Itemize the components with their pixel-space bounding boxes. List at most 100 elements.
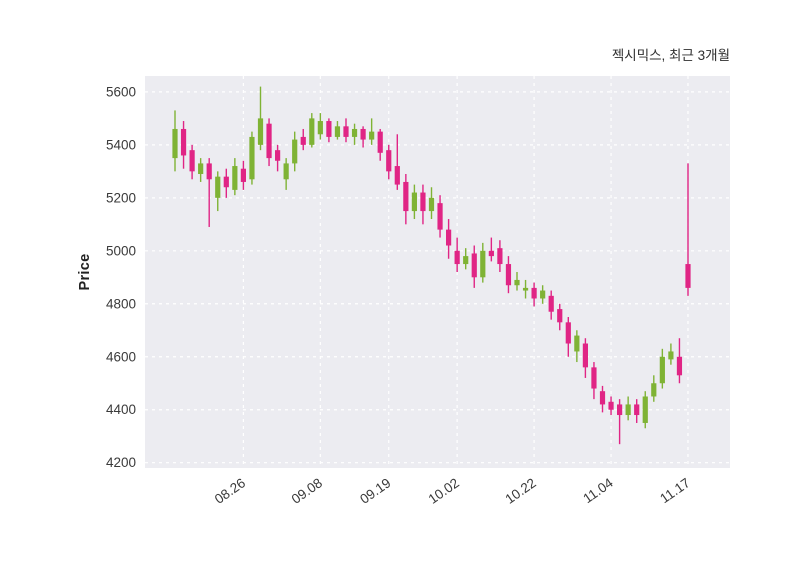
candle-body <box>428 197 435 212</box>
candle-body <box>189 150 195 172</box>
candle <box>488 237 494 262</box>
candle <box>326 118 332 143</box>
candle-body <box>617 404 623 416</box>
candle-body <box>565 322 571 344</box>
candle-body <box>257 118 264 145</box>
candle-body <box>480 250 486 278</box>
candle-body <box>249 136 255 180</box>
candle-body <box>334 126 341 137</box>
x-tick-label: 08.26 <box>212 475 248 507</box>
candle <box>437 195 443 238</box>
candle <box>574 330 580 363</box>
candle-body <box>557 309 563 323</box>
candle <box>634 399 640 423</box>
candle <box>599 385 606 413</box>
candle <box>685 163 691 296</box>
chart-title: 젝시믹스, 최근 3개월 <box>611 48 730 63</box>
candle <box>625 396 631 421</box>
candle <box>497 240 503 272</box>
candle-body <box>625 404 631 416</box>
candle-body <box>360 128 366 140</box>
candle <box>317 113 323 140</box>
candle-body <box>292 139 298 164</box>
candle-body <box>326 121 332 137</box>
candle-body <box>599 391 606 405</box>
candle-body <box>488 250 494 257</box>
candle <box>249 131 255 185</box>
candle <box>505 256 512 294</box>
candle <box>454 237 460 272</box>
candle <box>309 113 315 148</box>
x-tick-label: 09.19 <box>357 475 393 507</box>
y-axis-title: Price <box>77 253 93 291</box>
candle <box>232 158 238 196</box>
candle-body <box>377 131 383 153</box>
candle <box>531 282 537 307</box>
candle <box>642 391 648 429</box>
candle-body <box>386 150 392 172</box>
candle-body <box>317 121 323 135</box>
x-tick-label: 09.08 <box>289 475 325 507</box>
x-tick-label: 10.22 <box>503 475 539 507</box>
candle-body <box>403 181 409 212</box>
candle-body <box>309 118 315 145</box>
candle-body <box>206 163 212 180</box>
candle-body <box>198 163 204 174</box>
candle <box>668 343 674 365</box>
candle <box>189 144 195 180</box>
candle <box>334 121 341 140</box>
y-tick-label: 4800 <box>106 296 136 311</box>
candle-body <box>574 335 580 352</box>
candle-body <box>522 287 529 291</box>
y-tick-label: 4600 <box>106 349 136 364</box>
candle-body <box>514 279 520 286</box>
candle-body <box>471 253 477 278</box>
candle-body <box>454 250 460 265</box>
y-tick-label: 5400 <box>106 137 136 152</box>
candle-body <box>232 166 238 190</box>
candle <box>446 219 452 259</box>
candle <box>463 248 469 270</box>
candle-body <box>531 287 537 299</box>
candle-body <box>668 351 674 360</box>
candle-body <box>497 248 503 265</box>
candle-body <box>659 356 665 384</box>
candle-body <box>582 343 588 368</box>
candle-body <box>505 264 512 286</box>
candle-body <box>343 126 349 137</box>
candle <box>223 168 229 198</box>
candle-body <box>540 290 546 299</box>
candle-body <box>240 168 246 182</box>
candle <box>369 118 375 145</box>
candle <box>514 272 520 291</box>
candle-body <box>275 150 281 161</box>
candle-body <box>420 192 426 212</box>
x-tick-label: 10.02 <box>426 475 462 507</box>
candle-body <box>172 128 178 159</box>
candle <box>377 128 383 161</box>
candle <box>283 158 289 190</box>
candle <box>403 174 409 225</box>
candle-body <box>394 166 400 185</box>
candle-body <box>548 295 554 312</box>
candle <box>428 187 435 220</box>
y-tick-label: 4200 <box>106 455 136 470</box>
candle-body <box>685 264 691 288</box>
candle-body <box>634 404 640 416</box>
candle-body <box>215 176 221 198</box>
candle-body <box>608 401 614 410</box>
candle <box>198 158 204 182</box>
candle-body <box>463 256 469 265</box>
candle <box>180 121 187 169</box>
candle <box>557 303 563 331</box>
candle <box>522 279 529 299</box>
candle-body <box>351 128 358 137</box>
candle <box>565 317 571 357</box>
y-tick-label: 4400 <box>106 402 136 417</box>
y-tick-label: 5200 <box>106 190 136 205</box>
y-tick-label: 5600 <box>106 84 136 99</box>
candle <box>351 123 358 145</box>
x-tick-label: 11.04 <box>580 475 616 506</box>
candle <box>540 285 546 304</box>
candle <box>659 348 665 389</box>
